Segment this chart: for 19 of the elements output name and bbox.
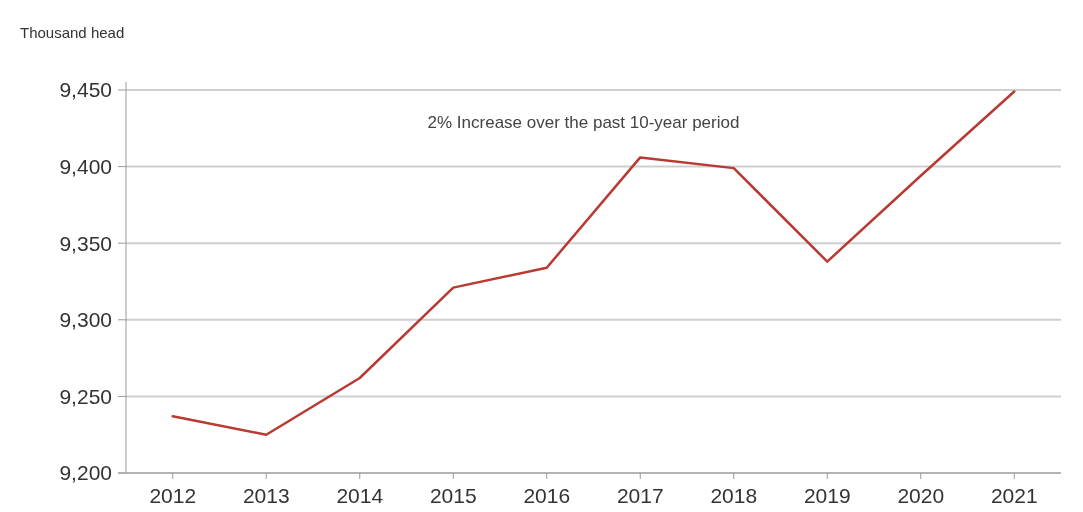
y-tick-label: 9,300 (59, 308, 112, 332)
x-tick-label: 2013 (242, 484, 290, 507)
line-series (171, 90, 1016, 436)
y-tick-label: 9,450 (59, 78, 112, 102)
y-tick-label: 9,350 (59, 231, 112, 255)
x-tick-label: 2021 (990, 484, 1038, 507)
annotation: 2% Increase over the past 10-year period (427, 113, 740, 132)
x-tick-label: 2015 (429, 484, 477, 507)
x-tick-label: 2018 (710, 484, 758, 507)
x-tick-label: 2016 (523, 484, 571, 507)
y-axis-title: Thousand head (20, 24, 125, 41)
x-tick-label: 2012 (149, 484, 197, 507)
x-tick-label: 2014 (336, 484, 384, 507)
y-tick-label: 9,200 (59, 461, 112, 485)
x-tick-label: 2017 (616, 484, 664, 507)
y-tick-label: 9,400 (59, 154, 112, 178)
x-tick-label: 2020 (897, 484, 945, 507)
x-tick-label: 2019 (803, 484, 851, 507)
y-tick-label: 9,250 (59, 384, 112, 408)
